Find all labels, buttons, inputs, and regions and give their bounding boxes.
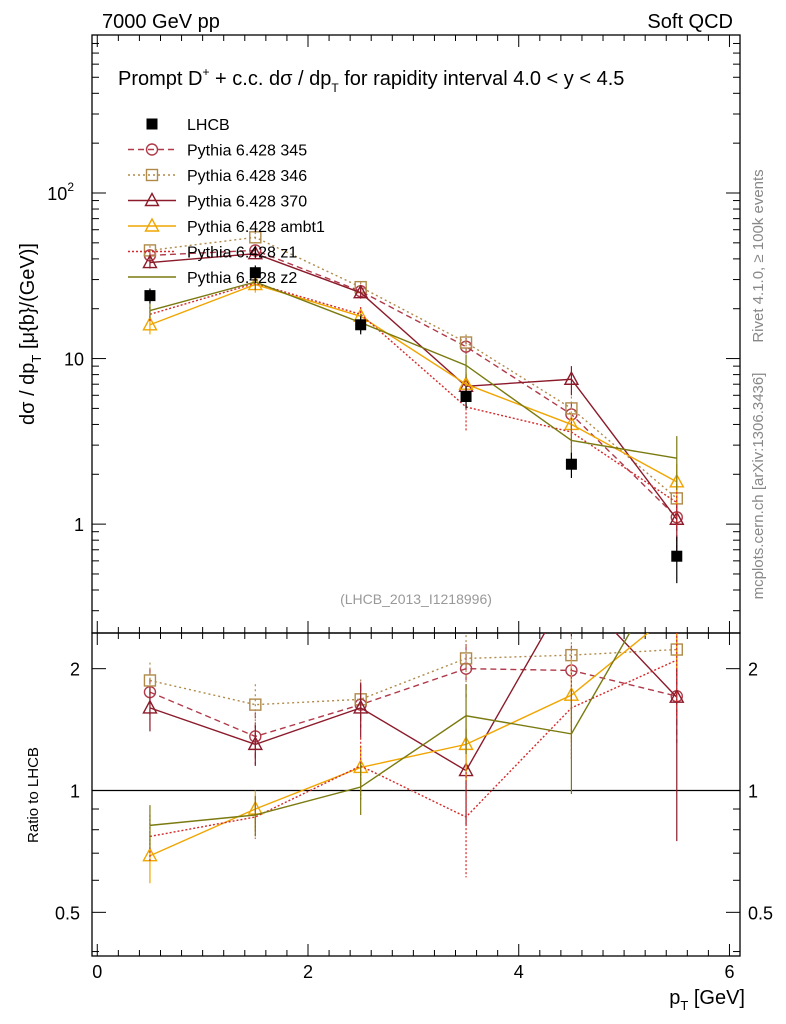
ratio-tick-label-left: 1 xyxy=(70,781,80,801)
series-2-marker xyxy=(563,370,580,385)
series-5-ratio-line xyxy=(149,633,631,827)
series-3-marker xyxy=(142,316,158,331)
x-tick-label: 2 xyxy=(303,962,313,982)
series-4-line xyxy=(149,282,678,504)
legend-label-1: Pythia 6.428 346 xyxy=(187,168,307,185)
legend-label-5: Pythia 6.428 z2 xyxy=(187,270,297,287)
series-2-ratio-marker xyxy=(247,735,263,751)
series-3-line xyxy=(149,283,678,483)
legend-label-0: Pythia 6.428 345 xyxy=(187,143,307,160)
axes-ticks: 0 2 4 6 1 10 102 0.5 0.5 1 1 2 2 xyxy=(47,34,773,982)
series-1-marker xyxy=(249,231,262,244)
legend: LHCB Pythia 6.428 345 Pythia 6.428 346 Pyth… xyxy=(128,117,325,287)
ratio-tick-label-right: 0.5 xyxy=(748,903,773,923)
y-tick-label: 102 xyxy=(47,180,74,204)
legend-marker-1 xyxy=(145,168,159,182)
legend-label-lhcb: LHCB xyxy=(187,117,230,134)
header-left: 7000 GeV pp xyxy=(102,11,220,33)
legend-marker-3 xyxy=(144,217,160,232)
ratio-tick-label-right: 2 xyxy=(748,660,758,680)
series-1-marker xyxy=(459,336,473,349)
y-axis-label: dσ / dpT [μ{b}/(GeV)] xyxy=(17,243,44,425)
analysis-id: (LHCB_2013_I1218996) xyxy=(340,591,492,607)
lhcb-point xyxy=(460,390,472,402)
x-tick-label: 0 xyxy=(92,962,102,982)
series-3-ratio-line xyxy=(149,633,650,857)
x-tick-label: 6 xyxy=(724,962,734,982)
ratio-tick-label-left: 0.5 xyxy=(55,903,80,923)
series-2-ratio-marker xyxy=(353,699,369,714)
series-1-ratio-marker xyxy=(249,698,262,711)
lhcb-point xyxy=(144,290,156,302)
legend-marker-lhcb xyxy=(146,118,158,130)
y-tick-label: 1 xyxy=(74,515,84,535)
y-tick-label: 10 xyxy=(64,350,84,370)
series-4-ratio-line xyxy=(149,659,678,838)
legend-label-3: Pythia 6.428 ambt1 xyxy=(187,219,325,236)
series-2-ratio-line xyxy=(149,633,678,772)
series-2-ratio-marker xyxy=(142,699,158,714)
lhcb-point xyxy=(671,550,683,562)
legend-marker-2 xyxy=(144,192,160,207)
series-2-ratio-marker xyxy=(669,688,685,703)
series-0-ratio-marker xyxy=(459,662,473,675)
series-1-ratio-line xyxy=(149,648,677,706)
header-right: Soft QCD xyxy=(647,11,733,33)
series-3-ratio-marker xyxy=(670,603,683,615)
ratio-tick-label-left: 2 xyxy=(70,660,80,680)
chart-title: Prompt D+ + c.c. dσ / dpT for rapidity i… xyxy=(118,65,624,95)
x-axis-label: pT [GeV] xyxy=(669,987,745,1013)
series-2-ratio-marker xyxy=(565,579,578,591)
ratio-clip-group xyxy=(142,579,685,884)
legend-marker-0 xyxy=(145,143,159,156)
series-0-ratio-line xyxy=(149,667,677,738)
series-2-marker xyxy=(142,254,158,269)
series-0-line xyxy=(149,249,678,518)
main-clip-group xyxy=(142,231,685,584)
series-2-line xyxy=(149,252,678,520)
lhcb-point xyxy=(565,458,577,470)
series-1-ratio-marker xyxy=(143,674,157,687)
ratio-plot-frame xyxy=(91,632,741,957)
ratio-series-group xyxy=(142,579,685,884)
series-5-line xyxy=(149,281,677,459)
lhcb-point xyxy=(355,319,367,331)
legend-label-2: Pythia 6.428 370 xyxy=(187,194,307,211)
series-1-ratio-marker xyxy=(459,652,473,665)
lhcb-point xyxy=(249,267,261,279)
legend-label-4: Pythia 6.428 z1 xyxy=(187,245,297,262)
main-series-group xyxy=(142,231,685,584)
mcplots-label: mcplots.cern.ch [arXiv:1306.3436] xyxy=(750,373,767,600)
ratio-y-axis-label: Ratio to LHCB xyxy=(25,747,42,843)
ratio-tick-label-right: 1 xyxy=(748,781,758,801)
series-2-marker xyxy=(353,284,369,299)
rivet-label: Rivet 4.1.0, ≥ 100k events xyxy=(750,169,767,342)
series-2-marker xyxy=(247,245,263,260)
x-tick-label: 4 xyxy=(514,962,524,982)
